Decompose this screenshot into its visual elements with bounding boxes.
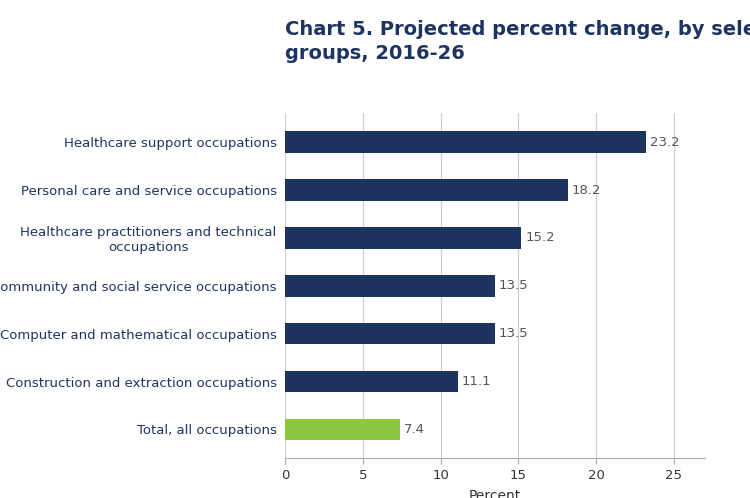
Bar (285, 179, 568, 201)
Text: Chart 5. Projected percent change, by select occupational
groups, 2016-26: Chart 5. Projected percent change, by se… (285, 20, 750, 63)
Bar (285, 323, 495, 345)
Text: 13.5: 13.5 (499, 327, 529, 340)
Text: 15.2: 15.2 (525, 232, 555, 245)
Text: 11.1: 11.1 (461, 375, 491, 388)
X-axis label: Percent: Percent (469, 489, 521, 498)
Text: 7.4: 7.4 (404, 423, 425, 436)
Bar (285, 131, 646, 153)
Text: 23.2: 23.2 (650, 135, 680, 149)
Text: 18.2: 18.2 (572, 184, 602, 197)
Bar (285, 371, 458, 392)
Bar (285, 275, 495, 297)
Bar (285, 227, 521, 249)
Bar (285, 419, 400, 440)
Text: 13.5: 13.5 (499, 279, 529, 292)
